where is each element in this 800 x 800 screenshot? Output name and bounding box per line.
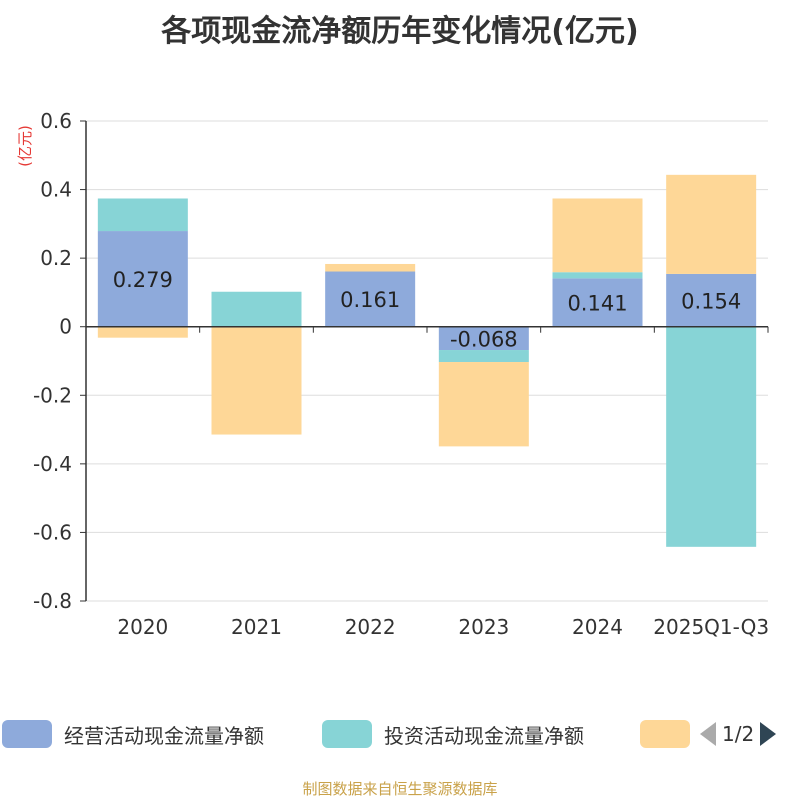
bar-segment[interactable] <box>211 326 302 435</box>
legend-item[interactable]: 经营活动现金流量净额 <box>2 716 264 752</box>
bar-segment[interactable] <box>666 174 757 274</box>
x-tick-label: 2024 <box>572 615 623 639</box>
y-tick-label: -0.4 <box>33 452 72 476</box>
y-tick-label: -0.2 <box>33 383 72 407</box>
bar-segment[interactable] <box>325 263 416 272</box>
legend-pager: 1/2 <box>700 716 777 752</box>
bar-segment[interactable] <box>552 198 643 273</box>
legend: 经营活动现金流量净额 投资活动现金流量净额 <box>0 716 800 752</box>
x-tick-label: 2023 <box>458 615 509 639</box>
legend-label: 投资活动现金流量净额 <box>384 723 584 748</box>
x-tick-label: 2021 <box>231 615 282 639</box>
x-tick-label: 2022 <box>345 615 396 639</box>
legend-item[interactable] <box>640 716 690 752</box>
y-tick-label: -0.8 <box>33 589 72 613</box>
y-tick-label: -0.6 <box>33 520 72 544</box>
legend-swatch <box>640 720 690 748</box>
pager-text: 1/2 <box>722 722 755 746</box>
bar-segment[interactable] <box>438 362 529 447</box>
y-tick-label: 0 <box>59 315 72 339</box>
bar-segment[interactable] <box>666 273 757 327</box>
bar-segment[interactable] <box>438 350 529 363</box>
y-tick-label: 0.4 <box>40 178 72 202</box>
bar-segment[interactable] <box>552 278 643 327</box>
x-tick-label: 2020 <box>117 615 168 639</box>
data-label: -0.068 <box>450 327 518 351</box>
data-label: 0.279 <box>113 268 173 292</box>
bar-segment[interactable] <box>666 326 757 547</box>
pager-next-icon[interactable] <box>760 722 777 746</box>
data-label: 0.141 <box>567 292 627 316</box>
source-note: 制图数据来自恒生聚源数据库 <box>302 780 498 798</box>
bar-segment[interactable] <box>438 326 529 351</box>
y-tick-label: 0.2 <box>40 246 72 270</box>
data-label: 0.161 <box>340 288 400 312</box>
bar-segment[interactable] <box>97 326 188 338</box>
chart-title: 各项现金流净额历年变化情况(亿元) <box>161 14 639 49</box>
x-tick-label: 2025Q1-Q3 <box>653 615 769 639</box>
bar-segment[interactable] <box>552 272 643 279</box>
bar-segment[interactable] <box>97 231 188 327</box>
bar-segment[interactable] <box>325 271 416 327</box>
legend-label: 经营活动现金流量净额 <box>64 723 264 748</box>
legend-swatch <box>2 720 52 748</box>
pager-prev-icon[interactable] <box>700 722 716 746</box>
bar-segment[interactable] <box>97 198 188 232</box>
legend-swatch <box>322 720 372 748</box>
y-axis-label: (亿元) <box>16 125 34 167</box>
bar-segment[interactable] <box>211 291 302 327</box>
data-label: 0.154 <box>681 289 741 313</box>
legend-item[interactable]: 投资活动现金流量净额 <box>322 716 584 752</box>
y-tick-label: 0.6 <box>40 109 72 133</box>
